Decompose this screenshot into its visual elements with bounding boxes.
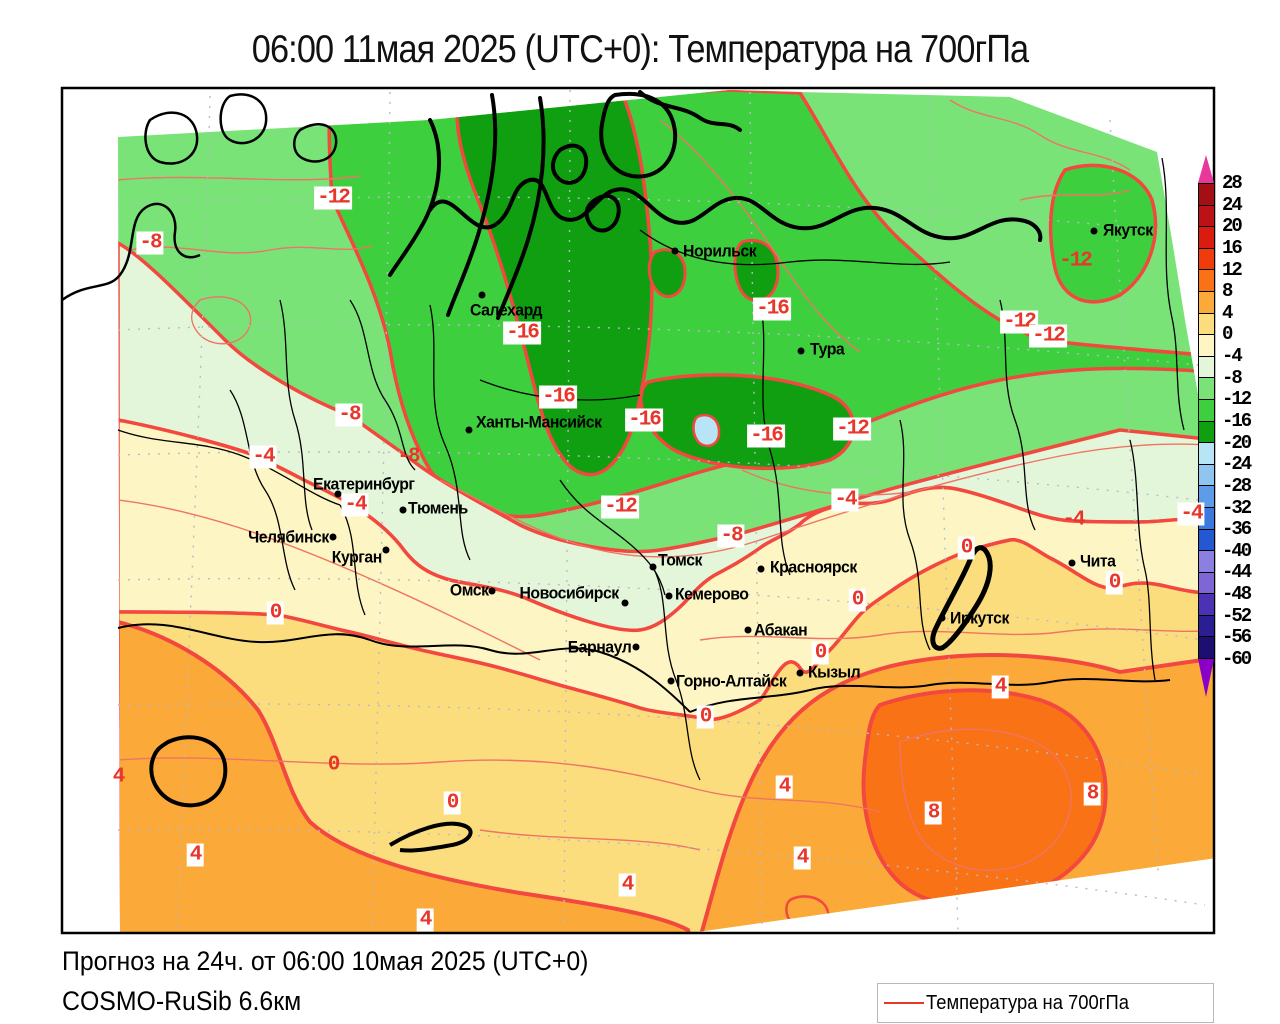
colorbar-tick-label: -12 — [1222, 388, 1252, 411]
colorbar-tick-label: 8 — [1222, 280, 1233, 303]
colorbar-segments — [1198, 183, 1215, 659]
colorbar-tick-label: -16 — [1222, 410, 1252, 432]
colorbar-tick-label: -24 — [1222, 453, 1252, 476]
colorbar-segment — [1199, 290, 1214, 313]
colorbar-segment — [1199, 334, 1214, 356]
band-dark-green-south — [639, 373, 856, 471]
country-borders — [117, 623, 1171, 713]
colorbar-tick-label: -44 — [1222, 561, 1252, 584]
colorbar-segment — [1199, 442, 1214, 464]
colorbar-segment — [1199, 571, 1214, 594]
colorbar-segment — [1199, 636, 1214, 659]
band-med-green-yakutsk — [1048, 163, 1158, 304]
colorbar-tick-label: -48 — [1222, 583, 1252, 606]
colorbar-segment — [1199, 204, 1214, 227]
colorbar-segment — [1199, 614, 1214, 637]
colorbar-overflow-bottom-icon — [1198, 659, 1214, 697]
colorbar-segment — [1199, 506, 1214, 529]
legend-line-sample-icon — [884, 1002, 924, 1004]
graticule — [117, 89, 1206, 931]
colorbar-tick-label: -28 — [1222, 474, 1252, 497]
thin-contours — [118, 99, 1214, 871]
colorbar-segment — [1199, 269, 1214, 291]
colorbar-tick-label: -20 — [1222, 431, 1252, 454]
legend-label: Температура на 700гПа — [926, 991, 1129, 1014]
coast-islands-northwest — [62, 93, 338, 302]
colorbar-overflow-top-icon — [1198, 155, 1214, 183]
colorbar-tick-label: -40 — [1222, 539, 1252, 562]
colorbar-tick-label: 20 — [1222, 215, 1243, 238]
colorbar-segment — [1199, 247, 1214, 270]
colorbar-segment — [1199, 398, 1214, 421]
colorbar-tick-label: -36 — [1222, 518, 1252, 541]
colorbar-tick-label: -60 — [1222, 648, 1252, 670]
colorbar-tick-label: -4 — [1222, 345, 1243, 368]
legend-box: Температура на 700гПа — [877, 983, 1214, 1023]
colorbar-tick-label: 16 — [1222, 236, 1243, 259]
colorbar-segment — [1199, 593, 1214, 615]
colorbar-segment — [1199, 528, 1214, 551]
forecast-caption: Прогноз на 24ч. от 06:00 10мая 2025 (UTC… — [62, 946, 589, 976]
colorbar-segment — [1199, 226, 1214, 248]
colorbar-segment — [1199, 550, 1214, 572]
colorbar-segment — [1199, 420, 1214, 443]
coastlines — [388, 90, 1043, 320]
temperature-field — [118, 90, 1214, 933]
band-dark-green-patch — [647, 248, 687, 298]
page-title: 06:00 11мая 2025 (UTC+0): Температура на… — [251, 28, 1029, 71]
colorbar-tick-label: 4 — [1222, 301, 1233, 324]
colorbar-segment — [1199, 184, 1214, 205]
colorbar-tick-label: 24 — [1222, 193, 1243, 216]
lake-southwest — [149, 735, 228, 808]
lake-icon — [692, 413, 721, 447]
model-caption: COSMO-RuSib 6.6км — [62, 986, 302, 1016]
colorbar-segment — [1199, 485, 1214, 507]
colorbar-segment — [1199, 463, 1214, 486]
colorbar-tick-label: -52 — [1222, 604, 1252, 627]
colorbar-segment — [1199, 355, 1214, 378]
map-content — [62, 89, 1214, 933]
colorbar-segment — [1199, 377, 1214, 399]
band-orange-west — [118, 619, 693, 933]
colorbar-tick-label: 0 — [1222, 323, 1233, 346]
colorbar-segment — [1199, 312, 1214, 335]
colorbar-tick-label: -32 — [1222, 496, 1252, 519]
admin-borders — [117, 157, 1185, 781]
band-dark-green-main — [455, 90, 654, 477]
colorbar-tick-label: -8 — [1222, 366, 1243, 389]
colorbar-tick-label: -56 — [1222, 626, 1252, 649]
colorbar-tick-label: 28 — [1222, 172, 1243, 194]
river-south — [388, 821, 473, 853]
band-dark-green-patch — [733, 239, 780, 303]
colorbar-tick-label: 12 — [1222, 258, 1243, 281]
